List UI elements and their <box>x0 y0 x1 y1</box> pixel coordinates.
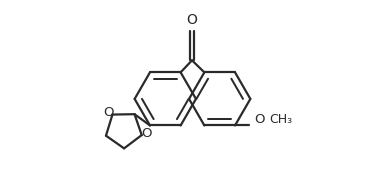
Text: O: O <box>103 106 113 119</box>
Text: O: O <box>254 113 265 126</box>
Text: CH₃: CH₃ <box>269 113 292 126</box>
Text: O: O <box>141 127 151 140</box>
Text: O: O <box>187 13 197 27</box>
